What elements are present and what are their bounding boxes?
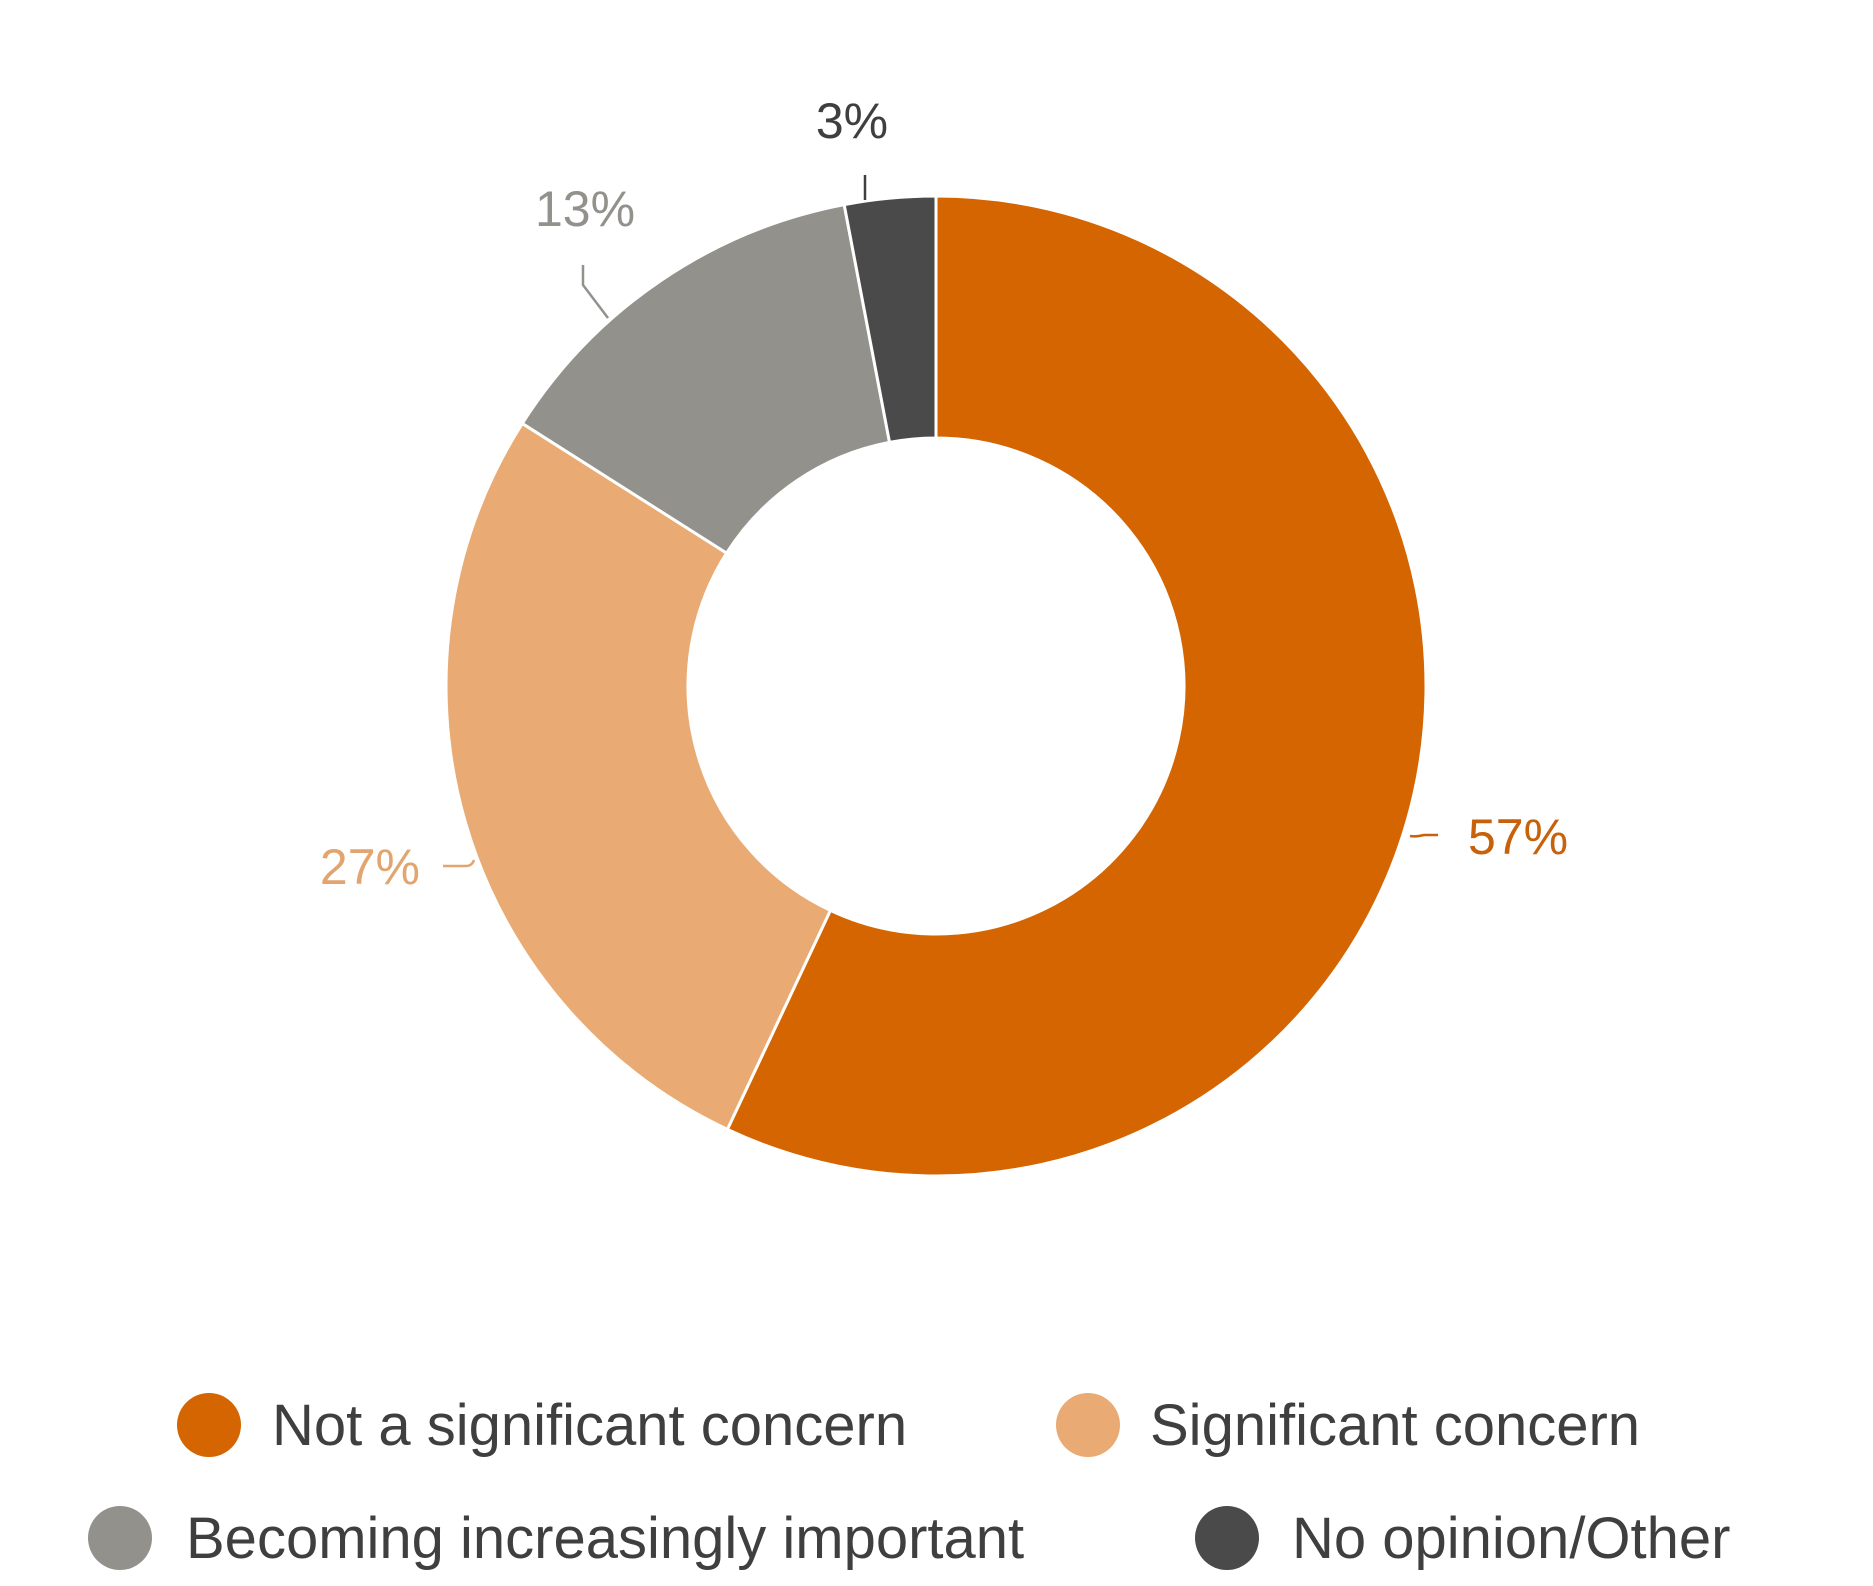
leader-becoming-increasingly-important — [581, 265, 609, 319]
data-label-becoming-increasingly-important: 13% — [535, 181, 635, 237]
leader-not-a-significant-concern — [1409, 833, 1438, 838]
data-label-not-a-significant-concern: 57% — [1468, 809, 1568, 865]
legend: Not a significant concern Significant co… — [88, 1393, 1730, 1571]
slice-not-a-significant-concern — [725, 194, 1428, 1178]
legend-label-no-opinion-other: No opinion/Other — [1292, 1506, 1730, 1571]
legend-label-significant-concern: Significant concern — [1150, 1393, 1640, 1458]
slice-no-opinion-other — [842, 194, 938, 445]
legend-marker-becoming-increasingly-important — [88, 1506, 152, 1570]
data-label-significant-concern: 27% — [320, 839, 420, 895]
slice-significant-concern — [444, 421, 833, 1132]
legend-label-not-a-significant-concern: Not a significant concern — [272, 1393, 907, 1458]
label-leader-lines — [443, 175, 1438, 868]
leader-significant-concern — [443, 859, 476, 868]
legend-marker-not-a-significant-concern — [177, 1393, 241, 1457]
legend-marker-no-opinion-other — [1195, 1506, 1259, 1570]
slice-becoming-increasingly-important — [520, 202, 892, 556]
chart-slices — [444, 194, 1428, 1178]
legend-label-becoming-increasingly-important: Becoming increasingly important — [186, 1506, 1024, 1571]
legend-marker-significant-concern — [1056, 1393, 1120, 1457]
data-label-no-opinion-other: 3% — [816, 93, 888, 149]
